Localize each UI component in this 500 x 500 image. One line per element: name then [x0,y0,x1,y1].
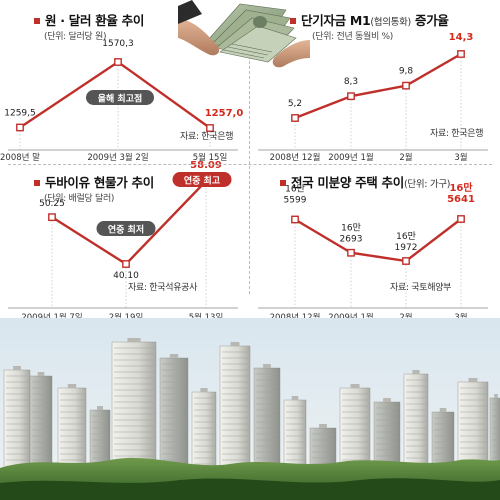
category-label: 2008년 말 [0,152,40,163]
category-label: 2월 [399,312,412,323]
value-label: 16만 5599 [284,183,307,205]
svg-text:연중 최고: 연중 최고 [184,175,220,187]
svg-text:연중 최저: 연중 최저 [108,224,144,236]
category-label: 2008년 12월 [270,312,321,323]
annotation-badge: 올해 최고점 [86,90,154,105]
value-label: 1259,5 [4,108,36,118]
category-label: 3월 [454,152,467,163]
annotation-badge: 연중 최고 [172,172,232,187]
data-point [48,213,56,222]
horizontal-divider [8,164,492,165]
panel-3-chart: 50.25 40.10 58.09 2009년 1월 7일 2월 19일 5월 13일 연중… [8,160,238,323]
value-label: 16만 5641 [447,181,475,205]
data-point [122,260,130,268]
bullet-icon [280,179,286,186]
annotation-badge: 연중 최저 [96,221,156,236]
panel-3-source: 자료: 한국석유공사 [128,283,198,293]
category-label: 5월 13일 [189,312,224,323]
value-label: 5,2 [288,99,302,109]
category-label: 2월 19일 [109,312,144,323]
bullet-icon [34,17,40,24]
panel-1-title: 원 · 달러 환율 추이 [34,10,144,29]
data-point [402,81,410,90]
data-point [291,215,299,224]
series-line [294,52,462,120]
value-label: 1570,3 [102,39,134,49]
data-point [291,114,299,122]
data-point [457,50,465,58]
value-label: 40.10 [113,271,139,281]
value-label: 1257,0 [205,108,244,119]
panel-2-unit: (단위: 전년 동월비 %) [312,32,393,42]
value-label: 50.25 [39,199,65,209]
category-label: 2009년 3월 2일 [87,152,148,163]
panel-1-source: 자료: 한국은행 [180,132,234,142]
data-point [16,123,24,132]
panel-2-chart: 5,2 8,3 9,8 14,3 2008년 12월 2009년 1월 2월 3월 [258,32,488,163]
category-label: 2008년 12월 [270,152,321,163]
svg-text:올해 최고점: 올해 최고점 [98,93,143,105]
panel-2-title: 단기자금 M1(협의통화) 증가율 [290,10,449,29]
value-label: 8,3 [344,77,358,87]
data-point [347,92,355,101]
data-point [114,58,122,66]
panel-4-title: 전국 미분양 주택 추이(단위: 가구) [280,172,450,191]
category-label: 3월 [454,312,467,323]
panel-1-chart: 1259,5 1570,3 1257,0 2008년 말 2009년 3월 2일 5월 1… [0,39,244,163]
data-point [347,248,355,257]
panel-2-source: 자료: 한국은행 [430,129,484,139]
bullet-icon [34,179,40,186]
value-label: 58.09 [190,160,222,171]
category-label: 5월 15일 [193,152,228,163]
panel-3-unit: (단위: 배럴당 달러) [44,194,115,204]
category-label: 2009년 1월 [328,152,373,163]
panel-4-source: 자료: 국토해양부 [390,283,452,293]
money-photo [178,0,310,72]
bullet-icon [290,17,296,24]
value-label: 14,3 [449,32,474,43]
panel-1-unit: (단위: 달러당 원) [44,32,107,42]
apartment-skyline-photo [0,318,500,500]
category-label: 2월 [399,152,412,163]
value-label: 9,8 [399,67,414,77]
value-label: 16만 2693 [340,223,363,245]
data-point [457,215,465,223]
data-point [402,257,410,265]
panel-3-title: 두바이유 현물가 추이 [34,172,154,191]
category-label: 2009년 1월 7일 [21,312,82,323]
vertical-divider [249,6,250,294]
category-label: 2009년 1월 [328,312,373,323]
data-point [206,124,214,132]
value-label: 16만 1972 [395,231,418,253]
series-line [294,218,462,263]
